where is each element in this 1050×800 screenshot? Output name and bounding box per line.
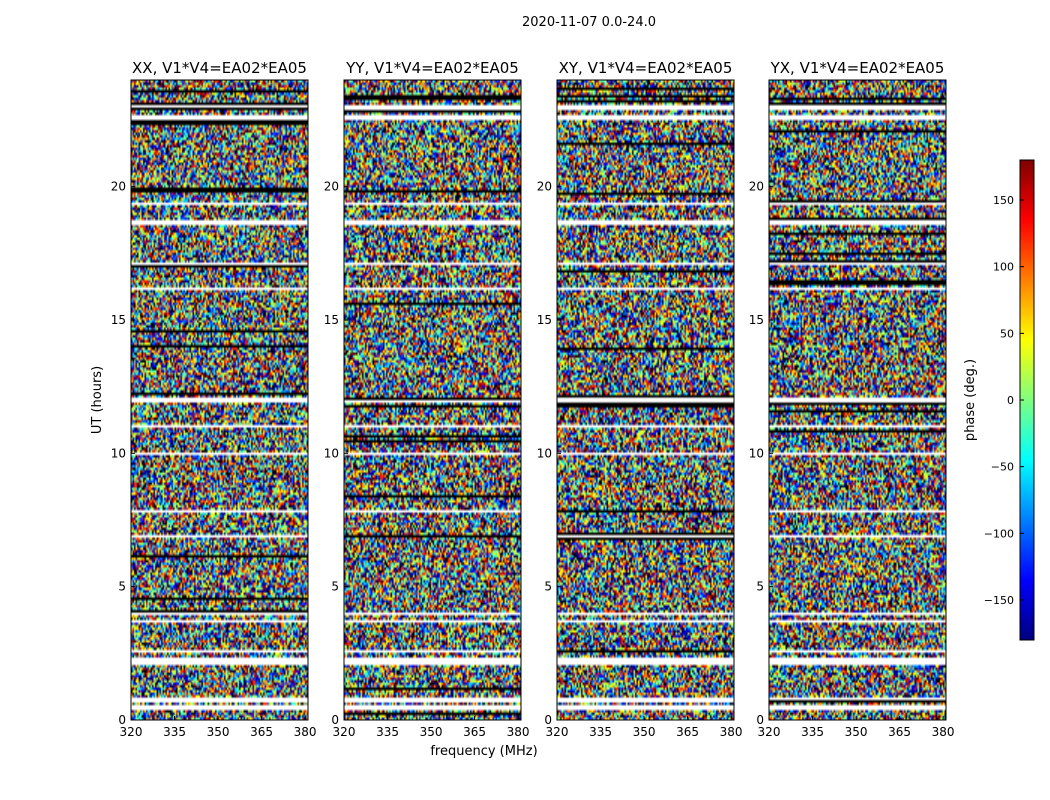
y-tick-label: 20 [537,180,552,194]
x-tick-label: 350 [207,725,230,739]
colorbar-tick-label: 50 [1000,327,1014,340]
x-tick-label: 365 [463,725,486,739]
panel-title: YY, V1*V4=EA02*EA05 [345,59,519,77]
y-tick-label: 0 [756,713,764,727]
colorbar-tick-label: −150 [984,594,1014,607]
y-tick-label: 10 [537,446,552,460]
x-tick-label: 365 [676,725,699,739]
panel-frame [343,79,522,721]
y-tick-label: 0 [118,713,126,727]
x-tick-label: 320 [758,725,781,739]
panel-xx: XX, V1*V4=EA02*EA05 320 335 350 365 380 0 5 10 15… [111,59,317,739]
figure-title: 2020-11-07 0.0-24.0 [522,15,656,30]
x-tick-label: 350 [633,725,656,739]
colorbar-label: phase (deg.) [963,359,978,441]
y-tick-label: 5 [756,580,764,594]
y-tick-label: 0 [544,713,552,727]
x-axis-label: frequency (MHz) [430,744,537,759]
x-tick-label: 320 [333,725,356,739]
y-tick-label: 20 [324,180,339,194]
waterfall-image [131,80,308,720]
panel-group: XX, V1*V4=EA02*EA05 320 335 350 365 380 0 5 10 15… [111,59,955,739]
waterfall-image [344,80,521,720]
y-tick-label: 20 [111,180,126,194]
x-tick-label: 335 [801,725,824,739]
waterfall-image [769,80,946,720]
y-tick-label: 10 [749,446,764,460]
panel-yy: YY, V1*V4=EA02*EA05 320 335 350 365 380 0 5 10 15… [324,59,530,739]
y-tick-label: 10 [111,446,126,460]
y-tick-label: 20 [749,180,764,194]
colorbar-tick-label: 100 [993,261,1014,274]
panel-yx: YX, V1*V4=EA02*EA05 320 335 350 365 380 0 5 10 15… [749,59,955,739]
x-tick-label: 380 [507,725,530,739]
colorbar-tick-label: 0 [1007,394,1014,407]
panel-frame [130,79,309,721]
colorbar: 150 100 50 0 −50 −100 −150 phase (deg.) [963,159,1035,641]
y-tick-label: 5 [118,580,126,594]
x-tick-label: 335 [163,725,186,739]
y-tick-label: 5 [544,580,552,594]
colorbar-ticks: 150 100 50 0 −50 −100 −150 [984,194,1024,607]
y-tick-label: 5 [331,580,339,594]
x-tick-label: 365 [250,725,273,739]
panel-frame [768,79,947,721]
x-tick-label: 320 [120,725,143,739]
x-tick-label: 365 [888,725,911,739]
x-tick-label: 380 [294,725,317,739]
y-tick-label: 0 [331,713,339,727]
y-axis-label: UT (hours) [90,366,105,434]
x-tick-label: 335 [376,725,399,739]
y-tick-label: 15 [111,313,126,327]
x-tick-label: 350 [420,725,443,739]
x-tick-label: 350 [845,725,868,739]
waterfall-image [557,80,734,720]
panel-title: XY, V1*V4=EA02*EA05 [559,59,733,77]
y-tick-label: 15 [324,313,339,327]
panel-frame [556,79,735,721]
colorbar-tick-label: −100 [984,527,1014,540]
y-tick-label: 10 [324,446,339,460]
panel-xy: XY, V1*V4=EA02*EA05 320 335 350 365 380 0 5 10 15… [537,59,743,739]
colorbar-tick-label: 150 [993,194,1014,207]
y-tick-label: 15 [749,313,764,327]
panel-title: XX, V1*V4=EA02*EA05 [132,59,307,77]
x-tick-label: 380 [720,725,743,739]
x-tick-label: 380 [932,725,955,739]
x-tick-label: 335 [589,725,612,739]
colorbar-tick-label: −50 [991,461,1014,474]
panel-title: YX, V1*V4=EA02*EA05 [770,59,945,77]
x-tick-label: 320 [546,725,569,739]
y-tick-label: 15 [537,313,552,327]
